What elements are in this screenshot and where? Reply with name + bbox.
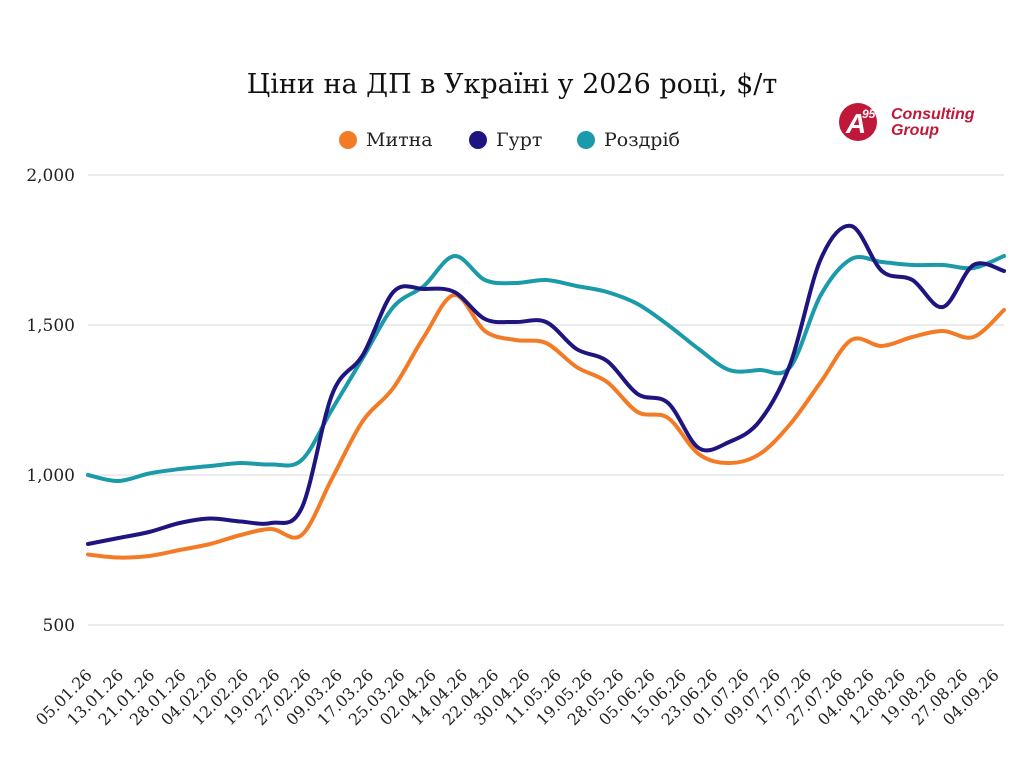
y-tick-label: 1,000 bbox=[26, 466, 75, 486]
y-tick-label: 1,500 bbox=[26, 316, 75, 336]
legend-label-mytna: Митна bbox=[366, 129, 433, 151]
legend-swatch-mytna bbox=[339, 131, 357, 149]
x-axis: 05.01.2613.01.2621.01.2628.01.2604.02.26… bbox=[32, 665, 1003, 729]
y-tick-label: 500 bbox=[43, 616, 75, 636]
legend: Митна Гурт Роздріб bbox=[339, 129, 680, 151]
legend-swatch-rozdrib bbox=[577, 131, 595, 149]
series-line-hurt bbox=[86, 223, 1006, 546]
logo-superscript: 95 bbox=[862, 107, 876, 121]
logo-circle-icon bbox=[839, 103, 877, 141]
consulting-group-logo: A 95 Consulting Group bbox=[839, 103, 975, 141]
logo-mark: A bbox=[845, 108, 866, 139]
y-axis: 500 1,000 1,500 2,000 bbox=[26, 166, 75, 636]
series-line-mytna bbox=[86, 293, 1006, 560]
series-line-rozdrib bbox=[86, 254, 1006, 484]
legend-label-rozdrib: Роздріб bbox=[604, 129, 680, 151]
series-lines bbox=[86, 223, 1006, 560]
legend-swatch-hurt bbox=[469, 131, 487, 149]
logo-line1: Consulting bbox=[891, 106, 975, 123]
legend-label-hurt: Гурт bbox=[496, 129, 542, 151]
logo-line2: Group bbox=[891, 122, 939, 139]
y-tick-label: 2,000 bbox=[26, 166, 75, 186]
gridlines bbox=[88, 174, 1004, 626]
chart-title: Ціни на ДП в Україні у 2026 році, $/т bbox=[247, 69, 778, 100]
